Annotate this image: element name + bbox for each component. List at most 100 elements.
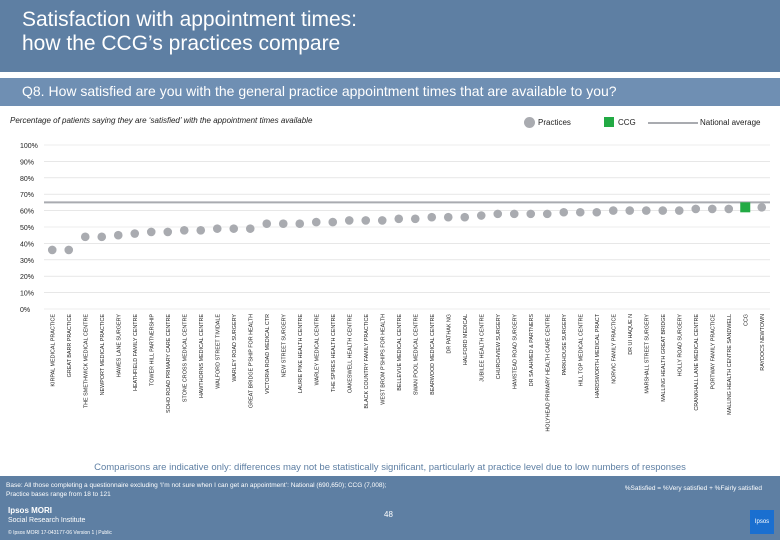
x-category-label: PORTWAY FAMILY PRACTICE bbox=[710, 314, 716, 390]
title-line-1: Satisfaction with appointment times: bbox=[22, 8, 357, 31]
x-category-label: DR SA AHMED & PARTNERS bbox=[529, 314, 535, 387]
base-note: Base: All those completing a questionnai… bbox=[6, 481, 476, 499]
practice-marker bbox=[757, 203, 767, 212]
practice-marker bbox=[724, 204, 734, 214]
x-category-label: OAKESWELL HEALTH CENTRE bbox=[347, 314, 353, 393]
x-category-label: LAURIE PIKE HEALTH CENTRE bbox=[298, 314, 304, 394]
page-title: Satisfaction with appointment times: how… bbox=[22, 8, 357, 56]
y-tick-label: 90% bbox=[20, 159, 34, 166]
x-category-label: PARKHOUSE SURGERY bbox=[562, 314, 568, 376]
practice-marker bbox=[427, 212, 437, 222]
practice-marker bbox=[377, 216, 387, 225]
x-category-label: MALLING HEALTH GREAT BRIDGE bbox=[661, 314, 667, 402]
x-category-label: HALFORD MEDICAL bbox=[463, 314, 469, 365]
practice-marker bbox=[394, 214, 404, 224]
x-category-label: MALLING HEALTH CENTRE SANDWELL bbox=[727, 314, 733, 415]
footer-banner: Base: All those completing a questionnai… bbox=[0, 476, 780, 540]
practice-marker bbox=[64, 245, 74, 255]
y-tick-label: 0% bbox=[20, 307, 30, 314]
x-category-label: KIRPAL MEDICAL PRACTICE bbox=[50, 314, 56, 387]
x-category-label: NEW STREET SURGERY bbox=[281, 314, 287, 378]
y-tick-label: 40% bbox=[20, 241, 34, 248]
ipsos-logo: Ipsos bbox=[750, 510, 774, 534]
ccg-marker bbox=[740, 202, 751, 213]
y-tick-label: 10% bbox=[20, 291, 34, 298]
legend-national-label: National average bbox=[700, 118, 761, 127]
page-number: 48 bbox=[384, 510, 393, 519]
base-line-2: Practice bases range from 18 to 121 bbox=[6, 491, 111, 498]
practice-marker bbox=[625, 206, 635, 215]
x-category-label: WEST BROM P'SHIPS FOR HEALTH bbox=[380, 314, 386, 405]
x-category-label: STONE CROSS MEDICAL CENTRE bbox=[182, 314, 188, 402]
title-line-2: how the CCG’s practices compare bbox=[22, 32, 341, 55]
legend-practices-marker bbox=[524, 117, 535, 128]
y-tick-label: 50% bbox=[20, 225, 34, 232]
copyright: © Ipsos MORI 17-043177-06 Version 1 | Pu… bbox=[8, 530, 112, 536]
practice-marker bbox=[641, 206, 651, 215]
practice-marker bbox=[163, 227, 173, 237]
x-category-label: TOWER HILL PARTNERSHIP bbox=[149, 314, 155, 386]
x-category-label: HAWES LANE SURGERY bbox=[116, 314, 122, 378]
x-category-label: VICTORIA ROAD MEDICAL CTR bbox=[265, 314, 271, 394]
x-category-label: NORVIC FAMILY PRACTICE bbox=[611, 314, 617, 384]
x-category-label: HILL TOP MEDICAL CENTRE bbox=[578, 314, 584, 387]
practice-marker bbox=[146, 227, 156, 237]
practice-marker bbox=[559, 207, 569, 217]
practice-marker bbox=[493, 209, 503, 219]
base-line-1: Base: All those completing a questionnai… bbox=[6, 482, 387, 489]
x-category-label: THE SPIRES HEALTH CENTRE bbox=[331, 314, 337, 392]
practice-marker bbox=[509, 209, 519, 219]
practice-marker bbox=[410, 214, 420, 224]
x-category-label: CHURCHVIEW SURGERY bbox=[496, 314, 502, 380]
legend-national-line bbox=[648, 122, 698, 124]
chart-legend: Practices CCG National average bbox=[522, 116, 780, 130]
x-category-label: WARLEY ROAD SURGERY bbox=[232, 314, 238, 382]
y-tick-label: 60% bbox=[20, 209, 34, 216]
x-category-label: NEWPORT MEDICAL PRACTICE bbox=[100, 314, 106, 396]
x-category-label: BEARWOOD MEDICAL CENTRE bbox=[430, 314, 436, 395]
practice-marker bbox=[592, 207, 602, 217]
x-category-label: HARDSWORTH MEDICAL PRACT bbox=[595, 313, 601, 398]
practice-marker bbox=[97, 232, 107, 242]
x-category-label: JUBILEE HEALTH CENTRE bbox=[479, 314, 485, 382]
practice-marker bbox=[47, 245, 57, 255]
practice-marker bbox=[575, 207, 585, 217]
y-tick-label: 20% bbox=[20, 274, 34, 281]
y-tick-label: 30% bbox=[20, 258, 34, 265]
practice-marker bbox=[691, 204, 701, 214]
x-category-label: HEATHFIELD FAMILY CENTRE bbox=[133, 314, 139, 391]
practice-marker bbox=[278, 219, 288, 229]
practice-marker bbox=[262, 219, 272, 229]
practice-marker bbox=[328, 217, 338, 227]
y-tick-label: 100% bbox=[20, 143, 38, 150]
header-banner: Satisfaction with appointment times: how… bbox=[0, 0, 780, 72]
x-category-label: GREAT BRIDGE P'SHIP FOR HEALTH bbox=[248, 314, 254, 408]
practice-marker bbox=[674, 206, 684, 215]
comparison-note: Comparisons are indicative only: differe… bbox=[94, 462, 686, 473]
practice-marker bbox=[130, 229, 140, 238]
y-tick-label: 80% bbox=[20, 176, 34, 183]
legend-ccg-marker bbox=[604, 117, 614, 127]
x-category-label: MARSHALL STREET SURGERY bbox=[644, 314, 650, 394]
satisfied-definition: %Satisfied = %Very satisfied + %Fairly s… bbox=[624, 485, 762, 492]
practice-marker bbox=[542, 209, 552, 219]
legend-ccg-label: CCG bbox=[618, 118, 636, 127]
practice-marker bbox=[229, 224, 239, 233]
practice-marker bbox=[526, 209, 536, 219]
x-category-label: DR PATHAK NG bbox=[446, 314, 452, 354]
practice-marker bbox=[295, 219, 305, 229]
brand-name: Ipsos MORI bbox=[8, 506, 53, 515]
practice-marker bbox=[658, 206, 668, 215]
x-category-label: GREAT BARR PRACTICE bbox=[67, 314, 73, 378]
x-category-label: CRANKHALL LANE MEDICAL CENTRE bbox=[694, 314, 700, 411]
y-tick-label: 70% bbox=[20, 192, 34, 199]
practice-marker bbox=[608, 206, 618, 215]
brand-division: Social Research Institute bbox=[8, 517, 86, 524]
practice-marker bbox=[196, 225, 206, 235]
practice-marker bbox=[311, 217, 321, 227]
question-bar: Q8. How satisfied are you with the gener… bbox=[0, 78, 780, 106]
x-category-label: BELLEVUE MEDICAL CENTRE bbox=[397, 314, 403, 391]
x-category-label: HOLLY ROAD SURGERY bbox=[677, 314, 683, 377]
practice-marker bbox=[361, 216, 371, 225]
x-category-label: HOLYHEAD PRIMARY HEALTH CARE CENTRE bbox=[545, 314, 551, 432]
